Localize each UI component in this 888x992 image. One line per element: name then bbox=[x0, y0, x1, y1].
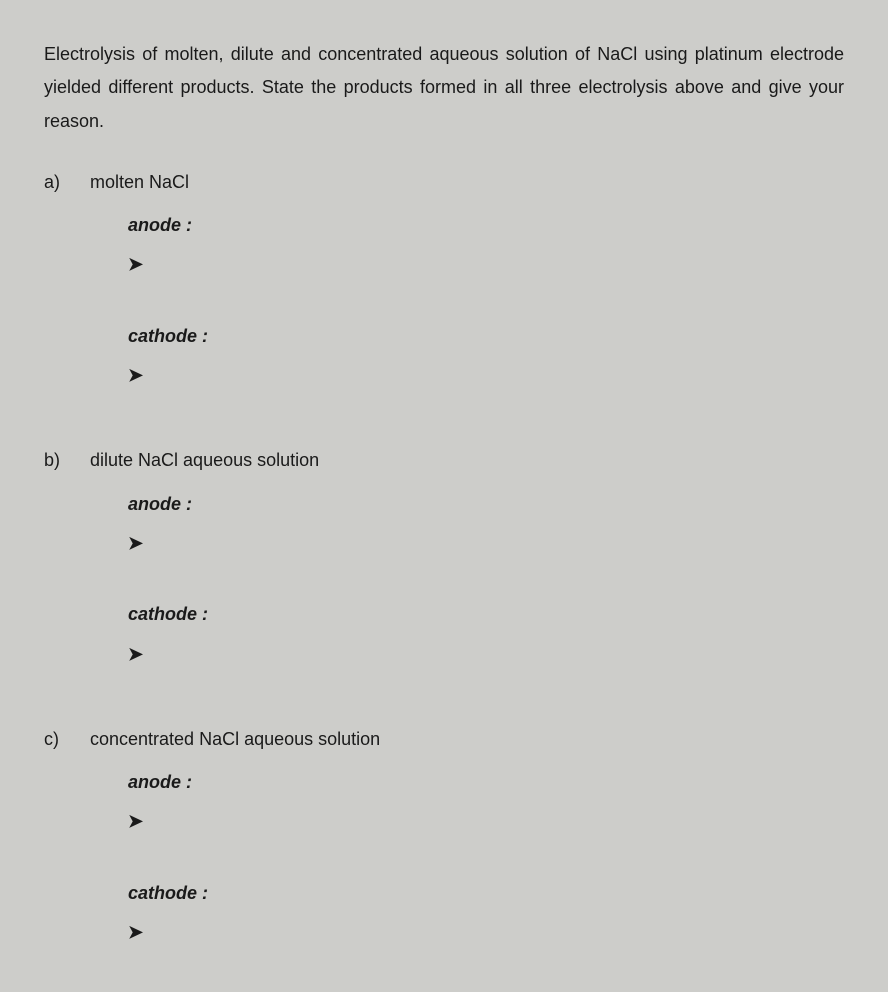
part-c-cathode-label: cathode : bbox=[128, 877, 844, 910]
bullet-icon: ➤ bbox=[128, 916, 154, 949]
part-c-letter: c) bbox=[44, 723, 90, 756]
part-c-title: concentrated NaCl aqueous solution bbox=[90, 723, 380, 756]
part-c-cathode-answer bbox=[154, 916, 844, 934]
part-a-anode-block: anode : ➤ cathode : ➤ bbox=[128, 209, 844, 392]
part-b-letter: b) bbox=[44, 444, 90, 477]
part-a-cathode-label: cathode : bbox=[128, 320, 844, 353]
part-c-anode-answer bbox=[154, 805, 844, 823]
part-c-anode-block: anode : ➤ cathode : ➤ bbox=[128, 766, 844, 949]
part-a-letter: a) bbox=[44, 166, 90, 199]
part-b: b) dilute NaCl aqueous solution bbox=[44, 444, 844, 477]
bullet-icon: ➤ bbox=[128, 805, 154, 838]
bullet-icon: ➤ bbox=[128, 527, 154, 560]
part-c-anode-label: anode : bbox=[128, 766, 844, 799]
bullet-icon: ➤ bbox=[128, 248, 154, 281]
part-c: c) concentrated NaCl aqueous solution bbox=[44, 723, 844, 756]
part-b-anode-label: anode : bbox=[128, 488, 844, 521]
part-a-title: molten NaCl bbox=[90, 166, 189, 199]
part-a-cathode-answer bbox=[154, 359, 844, 377]
part-b-anode-row: ➤ bbox=[128, 527, 844, 560]
part-c-anode-row: ➤ bbox=[128, 805, 844, 838]
part-a-anode-answer bbox=[154, 248, 844, 266]
part-a: a) molten NaCl bbox=[44, 166, 844, 199]
part-a-anode-label: anode : bbox=[128, 209, 844, 242]
part-b-cathode-row: ➤ bbox=[128, 638, 844, 671]
part-a-cathode-row: ➤ bbox=[128, 359, 844, 392]
part-b-cathode-label: cathode : bbox=[128, 598, 844, 631]
bullet-icon: ➤ bbox=[128, 359, 154, 392]
part-b-title: dilute NaCl aqueous solution bbox=[90, 444, 319, 477]
part-a-anode-row: ➤ bbox=[128, 248, 844, 281]
question-intro: Electrolysis of molten, dilute and conce… bbox=[44, 38, 844, 138]
part-b-cathode-answer bbox=[154, 638, 844, 656]
bullet-icon: ➤ bbox=[128, 638, 154, 671]
part-b-anode-answer bbox=[154, 527, 844, 545]
part-b-anode-block: anode : ➤ cathode : ➤ bbox=[128, 488, 844, 671]
part-c-cathode-row: ➤ bbox=[128, 916, 844, 949]
